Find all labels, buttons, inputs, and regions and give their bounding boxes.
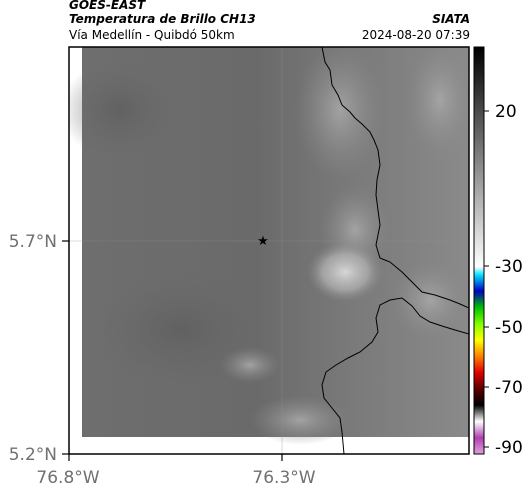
satellite-title: GOES-EAST (69, 0, 146, 12)
lat-label: 5.2°N (9, 445, 57, 465)
brightness-temperature-image (69, 47, 469, 454)
lon-label: 76.3°W (252, 468, 315, 488)
colorbar (473, 46, 485, 455)
location-marker: ★ (257, 234, 269, 249)
colorbar-label: -70 (495, 378, 523, 398)
border-line-south (321, 297, 469, 454)
datetime-label: 2024-08-20 07:39 (361, 28, 470, 42)
route-subtitle: Vía Medellín - Quibdó 50km (69, 28, 235, 42)
lat-label: 5.7°N (9, 232, 57, 252)
border-line-north (321, 47, 469, 309)
lon-label: 76.8°W (36, 468, 99, 488)
colorbar-label: -50 (495, 318, 523, 338)
org-label: SIATA (432, 12, 470, 26)
product-title: Temperatura de Brillo CH13 (69, 12, 256, 26)
colorbar-label: -30 (495, 257, 523, 277)
map-frame (68, 46, 470, 455)
colorbar-label: -90 (495, 438, 523, 458)
colorbar-label: 20 (495, 102, 517, 122)
